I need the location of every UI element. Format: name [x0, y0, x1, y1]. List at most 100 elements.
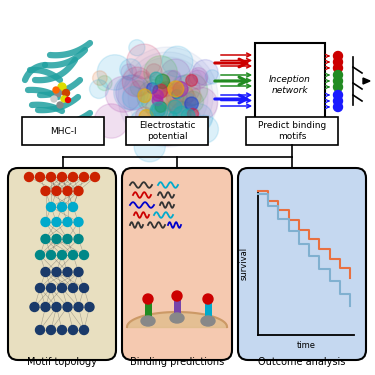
- Circle shape: [160, 86, 184, 110]
- Circle shape: [41, 303, 50, 312]
- Text: Electrostatic
potential: Electrostatic potential: [139, 121, 195, 141]
- Circle shape: [80, 326, 88, 334]
- Circle shape: [172, 76, 190, 93]
- Circle shape: [172, 75, 200, 103]
- Circle shape: [150, 102, 168, 120]
- Text: survival: survival: [240, 246, 249, 280]
- Circle shape: [157, 125, 178, 146]
- Circle shape: [333, 76, 342, 86]
- Bar: [174, 296, 180, 318]
- Circle shape: [41, 267, 50, 276]
- Text: time: time: [297, 340, 315, 350]
- Circle shape: [173, 106, 191, 124]
- Circle shape: [333, 102, 342, 111]
- Circle shape: [61, 96, 67, 102]
- Circle shape: [52, 217, 61, 226]
- Circle shape: [57, 202, 66, 211]
- Circle shape: [46, 251, 56, 260]
- Circle shape: [153, 84, 168, 99]
- Circle shape: [189, 68, 208, 86]
- Circle shape: [53, 87, 59, 93]
- Bar: [144, 299, 152, 321]
- Circle shape: [166, 81, 194, 109]
- Circle shape: [333, 63, 342, 72]
- Circle shape: [52, 303, 61, 312]
- Circle shape: [69, 202, 78, 211]
- Circle shape: [152, 104, 165, 117]
- Circle shape: [147, 83, 158, 93]
- Circle shape: [57, 102, 63, 108]
- Circle shape: [114, 75, 148, 110]
- Circle shape: [127, 44, 161, 79]
- Ellipse shape: [170, 313, 184, 323]
- Circle shape: [333, 82, 342, 92]
- Text: Outcome analysis: Outcome analysis: [258, 357, 346, 367]
- Circle shape: [41, 186, 50, 195]
- Circle shape: [57, 251, 66, 260]
- Circle shape: [90, 172, 99, 182]
- Circle shape: [134, 130, 165, 162]
- Circle shape: [69, 284, 78, 292]
- Circle shape: [74, 267, 83, 276]
- Circle shape: [41, 234, 50, 243]
- Circle shape: [97, 55, 132, 90]
- Circle shape: [74, 234, 83, 243]
- Circle shape: [130, 81, 146, 96]
- Circle shape: [139, 110, 153, 124]
- Circle shape: [129, 40, 145, 56]
- Circle shape: [146, 64, 162, 80]
- Circle shape: [63, 90, 69, 96]
- Circle shape: [184, 104, 213, 132]
- Circle shape: [69, 326, 78, 334]
- Bar: [246, 117, 338, 145]
- Circle shape: [57, 326, 66, 334]
- Ellipse shape: [201, 316, 215, 326]
- Circle shape: [36, 326, 45, 334]
- Circle shape: [90, 80, 108, 99]
- Circle shape: [333, 51, 342, 60]
- Circle shape: [52, 186, 61, 195]
- Circle shape: [144, 56, 177, 89]
- Circle shape: [184, 87, 218, 120]
- Circle shape: [52, 234, 61, 243]
- Circle shape: [123, 52, 213, 142]
- Circle shape: [153, 83, 188, 118]
- Circle shape: [141, 91, 160, 110]
- Circle shape: [36, 172, 45, 182]
- FancyBboxPatch shape: [238, 168, 366, 360]
- Circle shape: [63, 303, 72, 312]
- Circle shape: [51, 96, 57, 102]
- Circle shape: [164, 100, 188, 123]
- Circle shape: [160, 59, 190, 88]
- Circle shape: [74, 303, 83, 312]
- Circle shape: [143, 76, 158, 90]
- Text: Binding predictions: Binding predictions: [130, 357, 224, 367]
- Circle shape: [63, 186, 72, 195]
- Circle shape: [176, 74, 208, 105]
- FancyBboxPatch shape: [8, 168, 116, 360]
- Circle shape: [188, 70, 207, 89]
- Circle shape: [160, 87, 184, 112]
- Circle shape: [155, 101, 166, 112]
- Circle shape: [122, 67, 152, 97]
- Circle shape: [155, 74, 170, 88]
- Circle shape: [63, 217, 72, 226]
- Circle shape: [54, 90, 62, 96]
- Circle shape: [57, 172, 66, 182]
- Circle shape: [167, 70, 181, 85]
- Circle shape: [190, 115, 219, 143]
- Circle shape: [58, 83, 66, 91]
- Circle shape: [152, 95, 163, 105]
- Circle shape: [174, 90, 183, 99]
- Circle shape: [85, 303, 94, 312]
- Bar: [255, 43, 325, 127]
- Circle shape: [106, 76, 141, 112]
- Circle shape: [66, 98, 70, 102]
- Circle shape: [97, 76, 112, 91]
- Circle shape: [168, 81, 184, 97]
- Circle shape: [159, 70, 182, 93]
- Circle shape: [63, 267, 72, 276]
- Circle shape: [130, 110, 155, 135]
- Circle shape: [138, 89, 152, 102]
- Circle shape: [182, 87, 201, 106]
